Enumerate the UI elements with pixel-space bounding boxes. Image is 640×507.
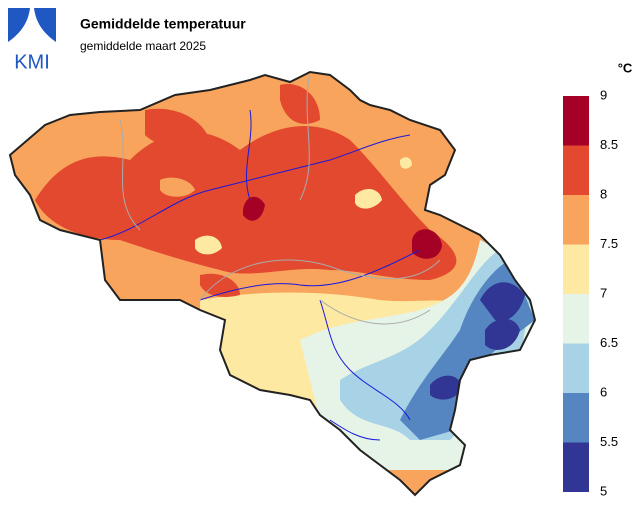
temperature-zone — [280, 84, 320, 124]
rivers — [99, 109, 421, 441]
temperature-zone — [195, 235, 222, 255]
legend-tick-label: 8 — [600, 186, 607, 201]
river — [246, 109, 252, 201]
legend-swatch — [563, 96, 589, 146]
legend-swatch — [563, 244, 589, 294]
temperature-zone — [160, 177, 195, 197]
legend-swatch — [563, 294, 589, 344]
temperature-zone — [480, 282, 525, 322]
legend-tick-label: 7 — [600, 285, 607, 300]
border — [319, 299, 431, 325]
legend-swatch — [563, 145, 589, 195]
legend-tick-label: 6.5 — [600, 335, 618, 350]
title: Gemiddelde temperatuur — [80, 16, 246, 32]
border — [299, 71, 311, 201]
temperature-zone — [430, 375, 462, 400]
legend-swatch — [563, 442, 589, 492]
legend-tick-label: 5 — [600, 483, 607, 498]
temperature-zone — [355, 188, 382, 209]
temperature-zone — [412, 229, 442, 259]
legend: 5 5.5 6 6.5 7 7.5 8 8.5 9 — [563, 87, 618, 498]
legend-tick-label: 6 — [600, 384, 607, 399]
temperature-zone — [485, 318, 520, 350]
border — [119, 119, 141, 231]
logo-shape — [8, 8, 30, 42]
legend-tick-label: 7.5 — [600, 236, 618, 251]
temperature-zone — [243, 196, 265, 221]
legend-tick-label: 8.5 — [600, 137, 618, 152]
temperature-zone — [400, 157, 412, 169]
logo-text: KMI — [14, 51, 50, 73]
province-borders — [119, 71, 441, 325]
river — [319, 299, 411, 421]
legend-unit: °C — [618, 60, 633, 75]
river — [99, 134, 411, 241]
river — [329, 419, 381, 441]
legend-swatch — [563, 195, 589, 245]
logo-shape — [34, 8, 56, 42]
logo: KMI — [8, 8, 56, 73]
legend-tick-label: 5.5 — [600, 434, 618, 449]
legend-swatch — [563, 343, 589, 393]
river — [199, 249, 421, 301]
subtitle: gemiddelde maart 2025 — [80, 39, 206, 53]
legend-swatch — [563, 393, 589, 443]
temperature-zone — [145, 108, 210, 147]
legend-tick-label: 9 — [600, 87, 607, 102]
border — [199, 259, 441, 301]
